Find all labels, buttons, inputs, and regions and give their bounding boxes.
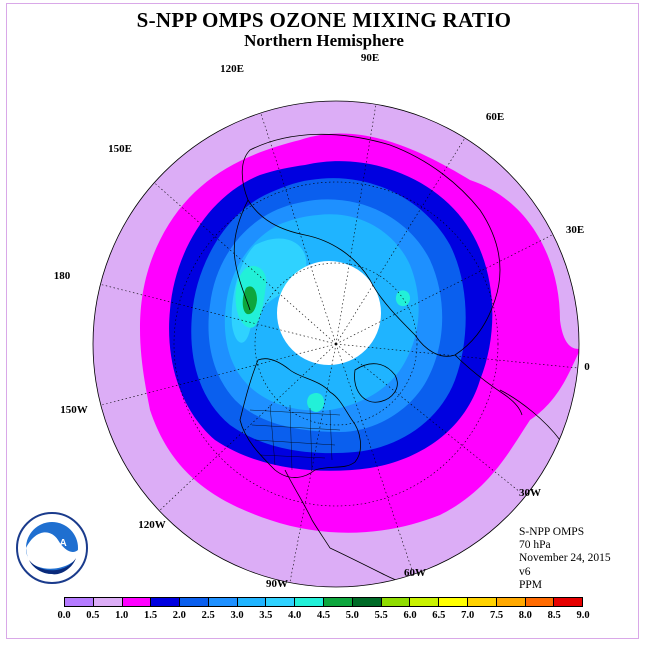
info-units: PPM xyxy=(519,578,543,591)
map-subtitle: Northern Hemisphere xyxy=(244,31,404,50)
colorbar-swatch xyxy=(295,598,325,606)
colorbar-label: 4.0 xyxy=(288,610,302,621)
noaa-logo: NOAA xyxy=(16,512,88,584)
meridian-180 xyxy=(94,282,337,345)
lon-label-180: 180 xyxy=(54,270,71,282)
colorbar-label: 7.5 xyxy=(489,610,504,621)
lon-label-120e: 120E xyxy=(220,63,244,75)
figure-frame xyxy=(6,3,639,639)
info-version: v6 xyxy=(519,565,531,578)
colorbar-label: 5.5 xyxy=(374,610,388,621)
lon-label-150w: 150W xyxy=(60,404,88,416)
colorbar-swatch xyxy=(266,598,296,606)
noaa-logo-text: NOAA xyxy=(37,538,66,549)
colorbar-label: 8.5 xyxy=(547,610,561,621)
colorbar-swatch xyxy=(65,598,94,606)
colorbar-label: 3.0 xyxy=(230,610,244,621)
colorbar-label: 4.5 xyxy=(316,610,331,621)
colorbar-swatch xyxy=(496,598,526,606)
polar-no-data xyxy=(277,261,381,365)
colorbar-label: 6.0 xyxy=(403,610,417,621)
coastline-central-america xyxy=(284,469,331,549)
colorbar-swatch xyxy=(324,598,353,606)
us-state-boundaries xyxy=(249,404,341,471)
lon-label-30e: 30E xyxy=(566,224,584,236)
info-panel: S-NPP OMPS 70 hPa November 24, 2015 v6 P… xyxy=(519,526,611,592)
colorbar-label: 9.0 xyxy=(576,610,590,621)
colorbar-label: 3.5 xyxy=(259,610,273,621)
colorbar-swatch xyxy=(381,598,411,606)
colorbar-swatch xyxy=(208,598,238,606)
colorbar-label: 6.5 xyxy=(432,610,446,621)
colorbar-swatch xyxy=(352,598,382,606)
lon-label-30w: 30W xyxy=(519,487,541,499)
longitude-labels: 90E 60E 30E 0 30W 60W 90W 120W 150W 180 … xyxy=(54,52,591,590)
colorbar-label: 8.0 xyxy=(518,610,532,621)
colorbar-swatch xyxy=(467,598,497,606)
coastline-alaska xyxy=(233,199,251,311)
lon-label-0: 0 xyxy=(584,361,590,373)
colorbar-label: 0.0 xyxy=(57,610,71,621)
coastline-north-america xyxy=(239,358,361,478)
colorbar-swatch xyxy=(151,598,181,606)
info-instrument: S-NPP OMPS xyxy=(519,526,585,538)
colorbar-swatch xyxy=(410,598,440,606)
band-4-0-eurasia xyxy=(395,290,410,307)
graticule xyxy=(94,101,579,583)
coastline-greenland xyxy=(354,363,398,403)
lon-label-60w: 60W xyxy=(404,567,426,579)
meridian-0 xyxy=(335,343,579,369)
colorbar-label: 5.0 xyxy=(345,610,359,621)
coastline-europe xyxy=(454,354,523,416)
colorbar-label: 2.0 xyxy=(172,610,186,621)
colorbar-label: 7.0 xyxy=(461,610,475,621)
colorbar-label: 1.0 xyxy=(115,610,129,621)
colorbar-label: 1.5 xyxy=(143,610,158,621)
colorbar-label: 2.5 xyxy=(201,610,215,621)
colorbar-swatch xyxy=(439,598,468,606)
band-4-5 xyxy=(242,286,257,315)
colorbar-label: 0.5 xyxy=(86,610,100,621)
lon-label-90w: 90W xyxy=(266,578,288,590)
lon-label-90e: 90E xyxy=(361,52,379,64)
colorbar-swatch xyxy=(554,598,583,606)
info-date: November 24, 2015 xyxy=(519,552,611,565)
meridian-30e xyxy=(335,231,559,345)
meridian-30w xyxy=(335,343,521,493)
lon-label-150e: 150E xyxy=(108,143,132,155)
meridian-90w xyxy=(289,343,337,583)
lon-label-120w: 120W xyxy=(138,519,166,531)
colorbar-swatch xyxy=(122,598,152,606)
colorbar-labels: 0.0 0.5 1.0 1.5 2.0 2.5 3.0 3.5 4.0 4.5 5.0 5.5 6.0 6… xyxy=(0,610,648,624)
meridian-150w xyxy=(97,343,337,407)
colorbar-swatch xyxy=(237,598,267,606)
colorbar-swatch xyxy=(180,598,209,606)
meridian-120w xyxy=(157,343,337,513)
info-level: 70 hPa xyxy=(519,539,551,552)
colorbar-swatch xyxy=(525,598,555,606)
map-outline xyxy=(92,100,580,588)
lon-label-60e: 60E xyxy=(486,111,504,123)
band-4-0-secondary xyxy=(307,393,325,412)
colorbar xyxy=(64,597,583,607)
map-title: S-NPP OMPS OZONE MIXING RATIO xyxy=(136,8,512,32)
colorbar-swatch xyxy=(93,598,123,606)
